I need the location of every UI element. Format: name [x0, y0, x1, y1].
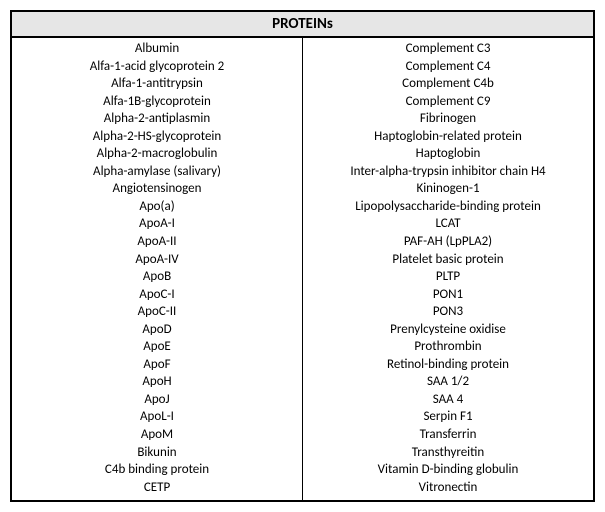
list-item: ApoC-I	[16, 286, 298, 304]
list-item: Alpha-amylase (salivary)	[16, 163, 298, 181]
list-item: Platelet basic protein	[307, 251, 589, 269]
table-header: PROTEINs	[12, 12, 593, 38]
list-item: Inter-alpha-trypsin inhibitor chain H4	[307, 163, 589, 181]
list-item: ApoE	[16, 338, 298, 356]
list-item: Vitronectin	[307, 479, 589, 497]
list-item: C4b binding protein	[16, 461, 298, 479]
list-item: Prothrombin	[307, 338, 589, 356]
list-item: ApoA-IV	[16, 251, 298, 269]
list-item: Vitamin D-binding globulin	[307, 461, 589, 479]
list-item: Complement C4b	[307, 75, 589, 93]
table-columns: AlbuminAlfa-1-acid glycoprotein 2Alfa-1-…	[12, 38, 593, 500]
proteins-table: PROTEINs AlbuminAlfa-1-acid glycoprotein…	[10, 10, 595, 502]
list-item: ApoB	[16, 268, 298, 286]
list-item: Albumin	[16, 40, 298, 58]
list-item: SAA 4	[307, 391, 589, 409]
list-item: Alfa-1-acid glycoprotein 2	[16, 58, 298, 76]
list-item: Kininogen-1	[307, 180, 589, 198]
list-item: ApoM	[16, 426, 298, 444]
list-item: Alfa-1-antitrypsin	[16, 75, 298, 93]
list-item: LCAT	[307, 215, 589, 233]
list-item: ApoL-I	[16, 408, 298, 426]
list-item: ApoC-II	[16, 303, 298, 321]
list-item: Retinol-binding protein	[307, 356, 589, 374]
list-item: PON1	[307, 286, 589, 304]
list-item: PLTP	[307, 268, 589, 286]
list-item: Lipopolysaccharide-binding protein	[307, 198, 589, 216]
right-column: Complement C3Complement C4Complement C4b…	[303, 38, 593, 500]
left-column: AlbuminAlfa-1-acid glycoprotein 2Alfa-1-…	[12, 38, 303, 500]
list-item: Haptoglobin-related protein	[307, 128, 589, 146]
list-item: ApoJ	[16, 391, 298, 409]
list-item: Complement C9	[307, 93, 589, 111]
list-item: ApoD	[16, 321, 298, 339]
list-item: Alpha-2-macroglobulin	[16, 145, 298, 163]
list-item: ApoA-II	[16, 233, 298, 251]
list-item: Alpha-2-antiplasmin	[16, 110, 298, 128]
list-item: Alpha-2-HS-glycoprotein	[16, 128, 298, 146]
list-item: Alfa-1B-glycoprotein	[16, 93, 298, 111]
list-item: Bikunin	[16, 444, 298, 462]
list-item: Complement C3	[307, 40, 589, 58]
list-item: Fibrinogen	[307, 110, 589, 128]
list-item: PON3	[307, 303, 589, 321]
list-item: Transferrin	[307, 426, 589, 444]
list-item: CETP	[16, 479, 298, 497]
list-item: ApoA-I	[16, 215, 298, 233]
list-item: PAF-AH (LpPLA2)	[307, 233, 589, 251]
list-item: Apo(a)	[16, 198, 298, 216]
list-item: Angiotensinogen	[16, 180, 298, 198]
list-item: Complement C4	[307, 58, 589, 76]
list-item: ApoH	[16, 373, 298, 391]
list-item: SAA 1/2	[307, 373, 589, 391]
list-item: Serpin F1	[307, 408, 589, 426]
list-item: Prenylcysteine oxidise	[307, 321, 589, 339]
list-item: Transthyreitin	[307, 444, 589, 462]
list-item: Haptoglobin	[307, 145, 589, 163]
list-item: ApoF	[16, 356, 298, 374]
